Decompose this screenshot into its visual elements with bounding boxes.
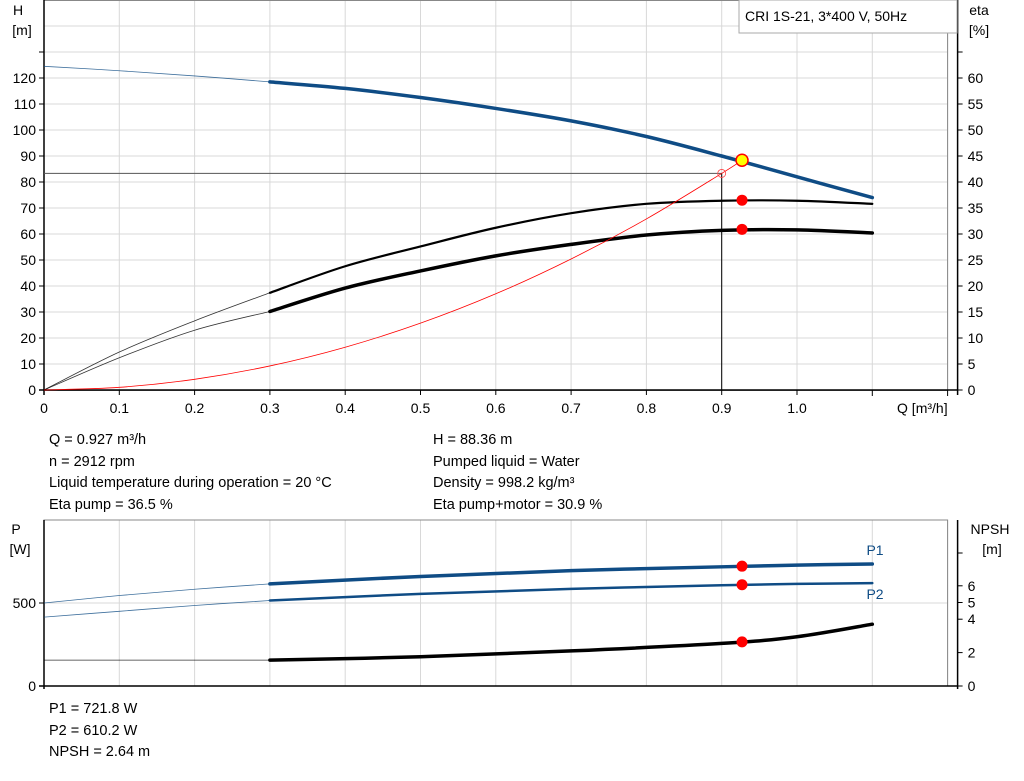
p2-duty-point [736,579,748,591]
y-tick-label-left: 70 [20,200,36,216]
eta-pump-curve-line [268,199,874,294]
y-tick-label-right: 55 [968,96,984,112]
legend-box [738,0,958,34]
y-tick-label-left: 100 [13,122,37,138]
system-curve-curve-line [43,159,743,391]
npsh-curve-line [268,622,875,662]
y-tick-label-left: 10 [20,356,36,372]
result-density: Density = 998.2 kg/m³ [433,475,575,491]
result-head: H = 88.36 m [433,432,513,448]
result-p2: P2 = 610.2 W [49,722,138,739]
p2-curve-extrapolated-line [43,600,270,618]
y-tick-label-right: 20 [968,278,984,294]
p1-series-label: P1 [866,542,883,558]
p1-curve-extrapolated-line [43,583,270,604]
y-tick-label-right: 6 [968,578,976,594]
y-tick-label-right: 60 [968,70,984,86]
x-tick-label: 1.0 [787,400,807,416]
x-tick-label: 0.8 [637,400,657,416]
y-axis-label-left: P [11,521,20,537]
p2-curve-line [268,581,874,602]
eta-pump-motor-curve-line [268,227,875,314]
x-tick-label: 0.3 [260,400,280,416]
npsh-duty-point [736,636,748,648]
result-npsh: NPSH = 2.64 m [49,744,151,760]
y-tick-label-right: 40 [968,174,984,190]
y-tick-label-left: 110 [14,96,37,112]
y-tick-label-right: 50 [968,122,984,138]
y-tick-label-left: 60 [20,226,36,242]
y-tick-label-left: 90 [20,148,36,164]
results-left: Q = 0.927 m³/h n = 2912 rpm Liquid tempe… [49,430,332,516]
y-axis-unit-right: [m] [982,541,1001,557]
y-tick-label-left: 500 [13,595,37,611]
y-axis-label-right: eta [969,2,989,18]
y-tick-label-right: 5 [968,356,976,372]
y-tick-label-left: 80 [20,174,36,190]
result-flow: Q = 0.927 m³/h [49,432,147,448]
y-tick-label-right: 30 [968,226,984,242]
y-axis-label-right: NPSH [971,521,1010,537]
x-tick-label: 0.2 [185,400,205,416]
x-tick-label: 0 [40,400,48,416]
y-tick-label-left: 0 [28,382,36,398]
y-tick-label-right: 35 [968,200,984,216]
y-axis-unit-right: [%] [969,22,989,38]
result-p1: P1 = 721.8 W [49,701,138,717]
y-tick-label-right: 45 [968,148,984,164]
y-tick-label-left: 30 [20,304,36,320]
y-tick-label-left: 0 [28,678,36,694]
requested-point-marker [717,169,727,178]
x-tick-label: 0.4 [335,400,355,416]
eta-pump-motor-curve-extrapolated-line [43,311,270,391]
eta-pump-motor-duty-point [736,223,748,235]
x-tick-label: 0.7 [561,400,581,416]
y-tick-label-left: 50 [20,252,36,268]
y-tick-label-right: 0 [968,678,976,694]
p1-duty-point [736,560,748,572]
legend-label: CRI 1S-21, 3*400 V, 50Hz [745,8,907,24]
eta-pump-curve-extrapolated-line [43,292,271,391]
y-axis-label-left: H [13,2,23,18]
y-axis-unit-left: [W] [10,541,31,557]
x-axis-label: Q [m³/h] [897,400,948,416]
p2-series-label: P2 [866,586,883,602]
head-duty-point [735,153,749,168]
H-curve-extrapolated-line [43,65,270,83]
y-tick-label-right: 5 [968,595,976,611]
result-eta-pump-motor: Eta pump+motor = 30.9 % [433,496,603,513]
result-eta-pump: Eta pump = 36.5 % [49,496,173,513]
x-tick-label: 0.9 [712,400,732,416]
y-tick-label-right: 10 [968,330,984,346]
result-temperature: Liquid temperature during operation = 20… [49,475,332,491]
p1-curve-line [268,562,875,586]
y-tick-label-left: 40 [20,278,36,294]
results-right: H = 88.36 m Pumped liquid = Water Densit… [433,430,602,516]
y-tick-label-right: 0 [968,382,976,398]
y-tick-label-right: 4 [968,611,976,627]
y-tick-label-left: 20 [20,330,36,346]
H-curve-line [268,80,875,200]
y-tick-label-left: 120 [13,70,37,86]
y-tick-label-right: 2 [968,645,976,661]
y-tick-label-right: 25 [968,252,984,268]
result-liquid: Pumped liquid = Water [433,453,580,470]
x-tick-label: 0.5 [411,400,431,416]
result-speed: n = 2912 rpm [49,453,135,470]
y-axis-unit-left: [m] [12,22,31,38]
eta-pump-duty-point [736,194,748,206]
x-tick-label: 0.6 [486,400,506,416]
results-power: P1 = 721.8 W P2 = 610.2 W NPSH = 2.64 m [49,699,150,764]
x-tick-label: 0.1 [110,400,130,416]
y-tick-label-right: 15 [968,304,984,320]
